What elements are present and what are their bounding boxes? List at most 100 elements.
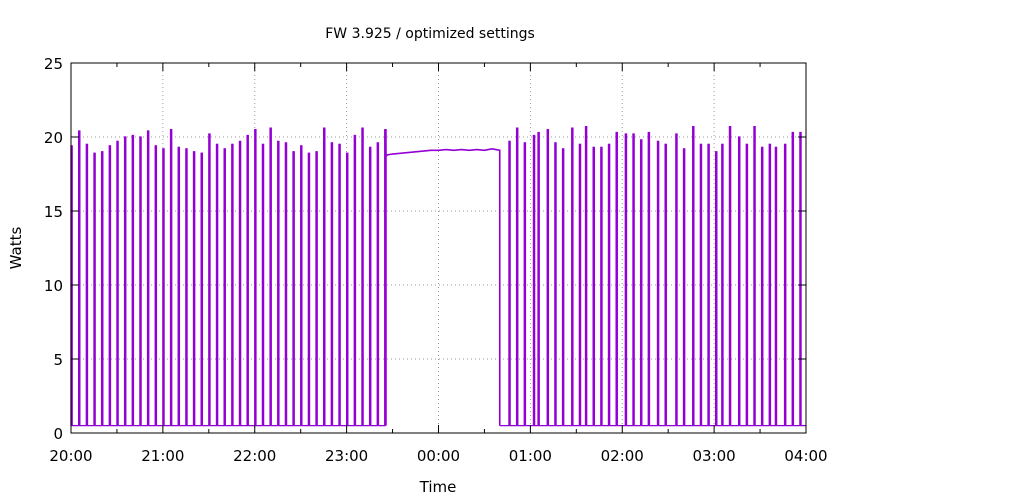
x-tick-label: 20:00 — [49, 447, 92, 465]
pulse-peak-point — [277, 140, 279, 143]
pulse-peak-point — [632, 133, 635, 135]
pulse-peak-point — [231, 143, 233, 145]
pulse-peak-point — [201, 152, 203, 154]
pulse-peak-point — [562, 148, 564, 150]
pulse-peak-point — [293, 151, 295, 153]
data-line-continuous — [384, 129, 501, 426]
data-layer — [70, 125, 806, 427]
y-tick-label: 5 — [53, 351, 63, 369]
pulse-peak-point — [769, 143, 771, 145]
pulse-peak-point — [648, 131, 650, 134]
pulse-peak-point — [665, 143, 667, 145]
pulse-peak-point — [132, 134, 134, 137]
pulse-peak-point — [675, 133, 678, 135]
pulse-peak-point — [185, 148, 188, 150]
x-tick-label: 02:00 — [601, 447, 644, 465]
pulse-peak-point — [124, 136, 126, 138]
pulse-peak-point — [78, 130, 80, 132]
pulse-peak-point — [524, 142, 526, 144]
pulse-peak-point — [579, 143, 581, 145]
data-line-before — [70, 127, 387, 427]
pulse-peak-point — [86, 143, 88, 145]
pulse-peak-point — [721, 143, 723, 145]
pulse-peak-point — [377, 142, 379, 144]
pulse-peak-point — [208, 133, 211, 135]
pulse-peak-point — [101, 151, 103, 153]
pulse-peak-point — [338, 143, 341, 145]
pulse-peak-point — [571, 127, 573, 129]
pulse-peak-point — [346, 152, 348, 154]
pulse-peak-point — [323, 127, 325, 129]
pulse-peak-point — [384, 129, 387, 131]
x-tick-label: 03:00 — [693, 447, 736, 465]
pulse-peak-point — [139, 136, 142, 138]
data-line-after — [499, 125, 806, 427]
pulse-peak-point — [533, 134, 535, 137]
pulse-peak-point — [538, 131, 540, 134]
pulse-peak-point — [640, 139, 642, 141]
pulse-peak-point — [155, 145, 157, 147]
pulse-peak-point — [116, 140, 119, 143]
y-axis-label: Watts — [7, 227, 25, 270]
pulse-peak-point — [516, 127, 518, 129]
pulse-peak-point — [547, 129, 549, 131]
x-tick-label: 01:00 — [509, 447, 552, 465]
x-tick-label: 22:00 — [233, 447, 276, 465]
pulse-peak-point — [262, 143, 264, 145]
pulse-peak-point — [270, 127, 272, 129]
pulse-peak-point — [361, 127, 364, 129]
pulse-peak-point — [746, 143, 748, 145]
pulse-peak-point — [178, 146, 180, 148]
x-tick-label: 23:00 — [325, 447, 368, 465]
pulse-peak-point — [784, 143, 786, 145]
pulse-peak-point — [109, 145, 111, 147]
pulse-peak-point — [331, 142, 333, 144]
pulse-peak-point — [715, 151, 717, 153]
y-tick-label: 0 — [53, 425, 63, 443]
pulse-peak-point — [285, 142, 287, 144]
y-tick-label: 15 — [44, 203, 63, 221]
pulse-peak-point — [683, 148, 685, 150]
pulse-peak-point — [554, 142, 557, 144]
pulse-peak-point — [316, 151, 318, 153]
pulse-peak-point — [216, 143, 218, 145]
pulse-peak-point — [300, 145, 302, 147]
pulse-peak-point — [761, 146, 763, 148]
pulse-peak-point — [147, 130, 149, 132]
pulse-peak-point — [369, 146, 371, 148]
pulse-peak-point — [254, 129, 256, 131]
pulse-peak-point — [193, 151, 195, 153]
pulse-peak-point — [792, 131, 794, 134]
pulse-peak-point — [729, 126, 731, 128]
pulse-peak-point — [775, 146, 777, 148]
pulse-peak-point — [692, 126, 694, 128]
pulse-peak-point — [224, 148, 226, 150]
pulse-peak-point — [239, 140, 241, 143]
pulse-peak-point — [657, 140, 659, 143]
pulse-peak-point — [608, 143, 610, 145]
y-tick-label: 10 — [44, 277, 63, 295]
pulse-peak-point — [616, 131, 618, 134]
pulse-peak-point — [308, 152, 310, 154]
pulse-peak-point — [593, 146, 595, 148]
pulse-peak-point — [354, 134, 356, 137]
pulse-peak-point — [799, 131, 802, 134]
x-tick-label: 21:00 — [141, 447, 184, 465]
pulse-peak-point — [508, 140, 511, 143]
ticks: 20:00 21:00 22:00 23:00 00:00 01:00 02:00 03:00… — [44, 55, 828, 465]
grid — [71, 63, 806, 433]
x-tick-label: 00:00 — [417, 447, 460, 465]
y-tick-label: 20 — [44, 129, 63, 147]
pulse-peak-point — [738, 136, 740, 138]
pulse-peak-point — [162, 148, 165, 150]
pulse-peak-point — [93, 152, 96, 154]
pulse-peak-point — [700, 143, 702, 145]
x-axis-label: Time — [419, 478, 457, 496]
x-tick-label: 04:00 — [784, 447, 827, 465]
y-tick-label: 25 — [44, 55, 63, 73]
chart-title: FW 3.925 / optimized settings — [325, 26, 535, 42]
pulse-peak-point — [170, 129, 172, 131]
pulse-peak-point — [247, 134, 249, 137]
pulse-peak-point — [625, 133, 627, 135]
